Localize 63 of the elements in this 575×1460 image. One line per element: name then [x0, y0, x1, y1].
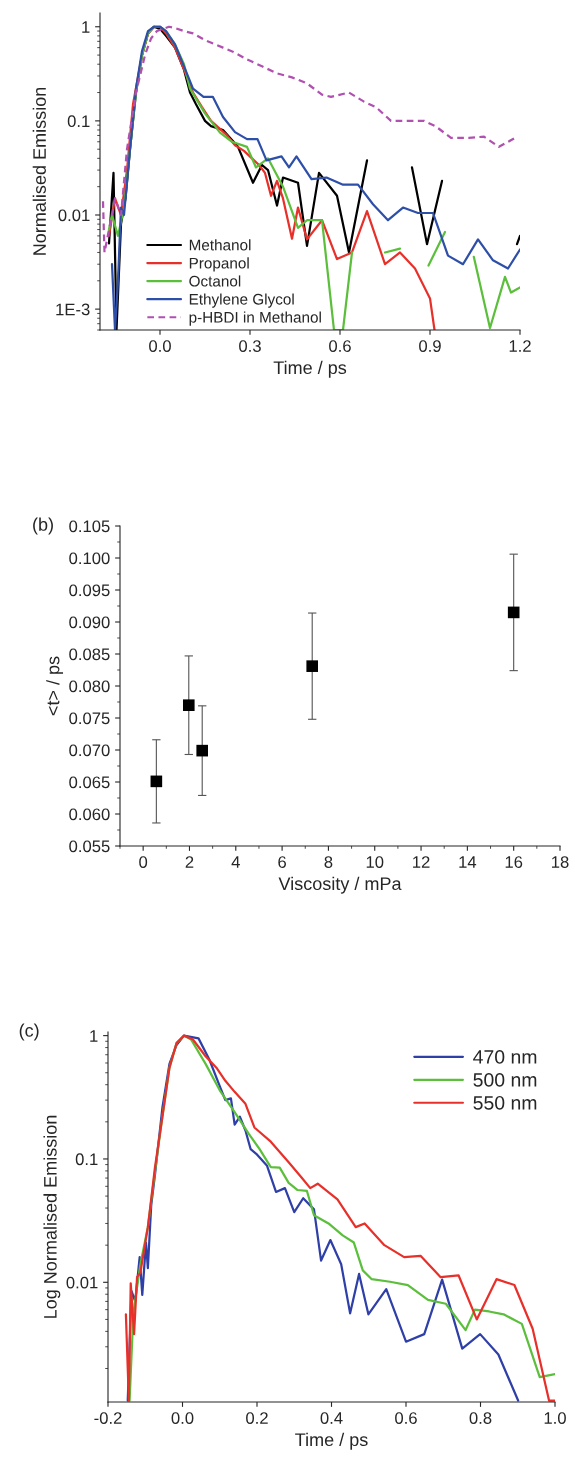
y-tick-label: 0.060: [69, 808, 110, 821]
y-tick-label: 0.01: [58, 209, 90, 222]
x-tick-label: 0: [139, 856, 148, 868]
y-tick-label: 0.090: [69, 616, 110, 629]
y-tick-label: 0.1: [67, 115, 90, 128]
legend-label: 550 nm: [473, 1095, 537, 1110]
x-axis-title: Viscosity / mPa: [278, 876, 402, 894]
x-tick-label: 0.2: [246, 1412, 268, 1424]
y-tick-label: 0.01: [66, 1276, 98, 1289]
y-tick-label: 0.075: [69, 712, 110, 725]
y-axis-title: Normalised Emission: [32, 87, 46, 255]
y-tick-label: 0.085: [69, 648, 110, 661]
legend-label: 500 nm: [473, 1073, 537, 1087]
x-axis-title: Time / ps: [295, 1432, 368, 1450]
y-tick-label: 0.055: [69, 840, 110, 853]
point: [306, 660, 319, 672]
x-tick-label: 1.0: [544, 1412, 566, 1424]
x-tick-label: 16: [505, 856, 523, 868]
x-tick-label: 0.0: [171, 1412, 194, 1424]
line-series: [101, 25, 516, 254]
x-tick-label: 0.8: [469, 1412, 492, 1424]
x-tick-label: 12: [413, 856, 430, 868]
x-tick-label: 0.6: [329, 340, 351, 352]
y-tick-label: 1: [82, 21, 90, 33]
y-tick-label: 0.100: [69, 552, 110, 565]
point: [182, 699, 195, 712]
x-tick-label: 0.0: [149, 340, 171, 352]
x-tick-label: 0.6: [395, 1412, 417, 1424]
y-tick-label: 0.080: [69, 680, 110, 693]
x-tick-label: 6: [278, 856, 287, 868]
point: [196, 744, 209, 757]
text: (c): [19, 1023, 39, 1041]
x-tick-label: 18: [552, 856, 569, 868]
y-tick-label: 1: [90, 1030, 98, 1042]
y-tick-label: 1E-3: [56, 303, 90, 316]
y-tick-label: 0.095: [69, 584, 110, 597]
x-tick-label: -0.2: [94, 1412, 122, 1424]
legend-label: Ethylene Glycol: [189, 293, 294, 308]
point: [150, 775, 163, 788]
x-tick-label: 0.9: [419, 340, 441, 352]
x-tick-label: 14: [459, 856, 477, 868]
point: [507, 606, 520, 619]
text: (b): [33, 517, 53, 535]
y-tick-label: 0.065: [69, 776, 110, 789]
x-tick-label: 8: [324, 856, 333, 868]
y-tick-label: 0.070: [69, 744, 110, 757]
y-tick-label: 0.1: [75, 1153, 98, 1166]
x-tick-label: 1.2: [509, 340, 531, 352]
legend-label: Propanol: [189, 257, 249, 272]
legend-label: 470 nm: [473, 1050, 537, 1064]
legend-label: Methanol: [189, 239, 251, 251]
x-axis-title: Time / ps: [273, 360, 347, 378]
x-tick-label: 2: [185, 856, 194, 868]
line-series: [107, 25, 436, 330]
legend-label: p-HBDI in Methanol: [189, 311, 321, 326]
y-axis-title: <t> / ps: [46, 656, 64, 716]
x-tick-label: 10: [366, 856, 384, 868]
y-tick-label: 0.105: [69, 520, 110, 533]
x-tick-label: 0.3: [239, 340, 261, 352]
legend-label: Octanol: [189, 275, 241, 287]
y-axis-title: Log Normalised Emission: [43, 1115, 61, 1318]
x-tick-label: 0.4: [320, 1412, 343, 1424]
x-tick-label: 4: [231, 856, 240, 868]
